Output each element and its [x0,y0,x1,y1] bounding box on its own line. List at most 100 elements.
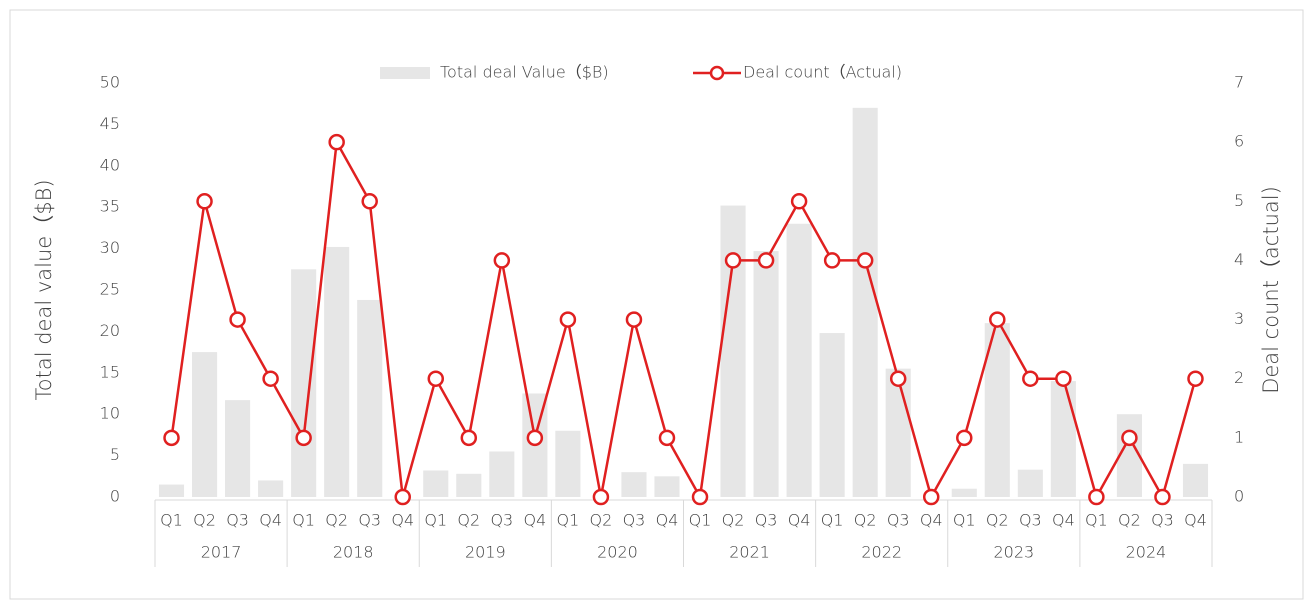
x-tick-label: Q3 [887,511,910,530]
x-tick-label: Q3 [490,511,513,530]
x-group-label: 2023 [993,543,1034,562]
x-tick-label: Q1 [1085,511,1108,530]
line-marker [262,370,279,387]
y2-tick-label: 6 [1234,132,1244,151]
line-marker [1154,488,1171,506]
bar [456,473,482,497]
y2-tick-label: 5 [1234,191,1244,210]
x-tick-label: Q1 [689,511,712,530]
line-marker [989,311,1006,328]
bar [158,484,185,497]
y2-tick-label: 1 [1234,427,1244,446]
line-marker [526,429,544,447]
x-tick-label: Q2 [457,511,480,530]
line-marker [394,488,411,506]
x-tick-label: Q2 [722,511,745,530]
line-marker [328,133,345,151]
y2-tick-label: 7 [1234,73,1244,92]
bar [1116,414,1142,497]
x-tick-label: Q4 [523,511,546,530]
x-tick-label: Q2 [590,511,613,530]
y2-tick-label: 0 [1234,487,1244,506]
x-tick-label: Q1 [424,511,447,530]
line-marker [790,193,808,210]
bar [1017,469,1043,497]
line [170,138,1197,501]
x-group-label: 2020 [597,543,638,562]
bar [885,368,911,497]
line-marker [1187,370,1204,387]
y2-axis-title: Deal count（actual) [1259,186,1283,394]
x-tick-label: Q2 [325,511,348,530]
line-marker [724,252,742,269]
bar [225,400,251,497]
x-tick-label: Q2 [1118,511,1141,530]
y-tick-label: 20 [100,321,120,340]
x-tick-label: Q2 [986,511,1009,530]
x-tick-label: Q4 [920,511,943,530]
bar [1050,381,1076,497]
legend-label: Deal count（Actual) [743,63,902,82]
y-tick-label: 50 [100,73,120,92]
line-marker [361,193,378,210]
x-group-label: 2021 [729,543,770,562]
line-marker [229,311,246,328]
y-tick-label: 10 [100,404,120,423]
line-marker [956,429,973,447]
bar [191,352,218,497]
x-tick-label: Q1 [953,511,976,530]
x-tick-label: Q1 [160,511,183,530]
line-marker [856,252,874,269]
x-group-label: 2024 [1126,543,1167,562]
line-marker [460,429,478,447]
bar [258,480,284,497]
bar [1182,463,1209,497]
x-tick-label: Q2 [193,511,216,530]
bar [324,246,350,497]
line-marker [1088,488,1105,506]
y2-tick-label: 4 [1234,250,1244,269]
bar [654,476,680,497]
line-marker [658,429,676,447]
bar [489,451,515,497]
x-group-label: 2019 [465,543,506,562]
x-group-label: 2018 [333,543,374,562]
line-marker [625,311,643,328]
x-tick-label: Q3 [226,511,249,530]
bar [291,269,317,497]
bar [555,430,581,497]
x-tick-label: Q2 [854,511,877,530]
y-tick-label: 0 [110,487,120,506]
x-tick-label: Q4 [259,511,282,530]
line-marker [163,429,180,447]
legend-swatch [380,67,430,79]
line-marker [295,429,312,447]
line-marker [1022,370,1039,387]
bar [852,107,878,497]
y-axis-title: Total deal value（$B) [32,179,56,400]
bar [753,251,779,497]
x-tick-label: Q1 [557,511,580,530]
frame [9,9,1304,600]
x-tick-label: Q4 [656,511,679,530]
line-marker [922,488,940,506]
y-tick-label: 40 [100,155,120,174]
bar [819,333,845,497]
x-tick-label: Q3 [755,511,778,530]
y-tick-label: 45 [100,114,120,133]
x-tick-label: Q1 [292,511,315,530]
y-tick-label: 25 [100,280,120,299]
line-marker [1121,429,1138,447]
y-tick-label: 30 [100,238,120,257]
line-marker [559,311,577,328]
legend-swatch-marker [709,65,725,81]
y-tick-label: 35 [100,197,120,216]
x-tick-label: Q4 [788,511,811,530]
line-marker [592,488,610,506]
line-marker [691,488,709,506]
x-group-label: 2017 [201,543,242,562]
x-tick-label: Q3 [1019,511,1042,530]
bar [423,470,449,497]
x-tick-label: Q4 [1052,511,1075,530]
